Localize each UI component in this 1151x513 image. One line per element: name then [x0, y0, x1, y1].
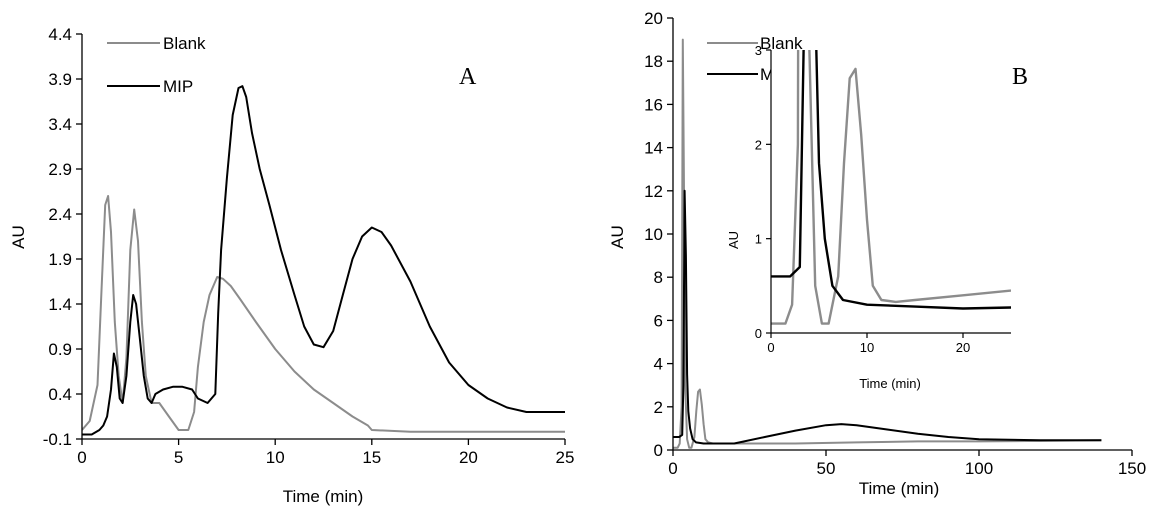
panel-a-y-tick-label: 2.9	[48, 160, 72, 179]
panel-a-y-tick-label: 2.4	[48, 205, 72, 224]
panel-a-legend: Blank MIP	[107, 34, 206, 96]
panel-b-y-tick-label: 14	[644, 139, 663, 158]
panel-b-y-tick-label: 6	[654, 311, 663, 330]
panel-b-y-tick-label: 8	[654, 268, 663, 287]
panel-a-y-tick-label: 0.4	[48, 385, 72, 404]
panel-b-series-line-mip	[673, 189, 1102, 445]
panel-a-x-axis-label: Time (min)	[283, 487, 364, 506]
panel-b-y-tick-label: 20	[644, 9, 663, 28]
inset-y-axis-label: AU	[726, 231, 741, 249]
panel-a-x-tick-label: 5	[174, 448, 183, 467]
panel-b-y-tick-label: 18	[644, 52, 663, 71]
panel-b-y-axis-label: AU	[608, 225, 627, 249]
panel-a-series	[82, 85, 565, 436]
inset-series-line-blank	[771, 50, 1011, 325]
panel-a-y-tick-label: 3.9	[48, 70, 72, 89]
panel-a-x-tick-label: 0	[77, 448, 86, 467]
panel-a-y-tick-label: 1.4	[48, 295, 72, 314]
panel-b-label: B	[1012, 64, 1028, 90]
inset-series	[771, 50, 1011, 325]
panel-b-y-tick-label: 4	[654, 355, 663, 374]
panel-a-axes: -0.1 0.4 0.9 1.4 1.9 2.4 2.9 3.4 3.9 4.4 0 5 10 15 20 2…	[43, 25, 575, 467]
panel-b-x-tick-label: 150	[1118, 459, 1146, 478]
panel-a-series-line-mip	[82, 85, 565, 436]
panel-a-y-tick-label: 0.9	[48, 340, 72, 359]
panel-a-x-tick-label: 20	[459, 448, 478, 467]
inset-y-tick-label: 0	[755, 326, 762, 341]
inset-series-line-mip	[771, 50, 1011, 310]
panel-a-x-tick-label: 15	[362, 448, 381, 467]
panel-a-y-tick-label: -0.1	[43, 430, 72, 449]
panel-a-series-line-blank	[82, 195, 565, 433]
panel-a-y-axis-label: AU	[9, 225, 28, 249]
panel-b-series-line-blank	[673, 38, 1102, 449]
panel-b-x-tick-label: 100	[965, 459, 993, 478]
inset-y-tick-label: 3	[755, 43, 762, 58]
panel-b-y-tick-label: 2	[654, 398, 663, 417]
inset-axes: 0 1 2 3 0 10 20	[755, 43, 1011, 355]
panel-b-x-tick-label: 50	[817, 459, 836, 478]
panel-b-legend-label-blank: Blank	[760, 34, 803, 53]
panel-a-y-tick-label: 3.4	[48, 115, 72, 134]
inset-background	[771, 50, 1011, 333]
panel-a-y-tick-label: 1.9	[48, 250, 72, 269]
chart-panel-a: -0.1 0.4 0.9 1.4 1.9 2.4 2.9 3.4 3.9 4.4 0 5 10 15 20 2…	[9, 25, 574, 506]
inset-x-tick-label: 10	[860, 340, 874, 355]
inset-y-tick-label: 1	[755, 232, 762, 247]
panel-a-legend-label-blank: Blank	[163, 34, 206, 53]
panel-a-x-tick-label: 25	[556, 448, 575, 467]
panel-a-label: A	[459, 64, 477, 90]
panel-b-y-tick-label: 12	[644, 182, 663, 201]
inset-x-tick-label: 0	[767, 340, 774, 355]
panel-b-x-axis-label: Time (min)	[859, 479, 940, 498]
chart-panel-b-inset: 0 1 2 3 0 10 20 AU Time (min)	[726, 43, 1011, 391]
inset-y-tick-label: 2	[755, 137, 762, 152]
panel-a-x-tick-label: 10	[266, 448, 285, 467]
panel-b-series	[673, 38, 1102, 449]
inset-x-axis-label: Time (min)	[859, 376, 921, 391]
panel-b-y-tick-label: 16	[644, 95, 663, 114]
panel-a-y-tick-label: 4.4	[48, 25, 72, 44]
panel-a-legend-label-mip: MIP	[163, 77, 193, 96]
panel-b-x-tick-label: 0	[668, 459, 677, 478]
inset-x-tick-label: 20	[956, 340, 970, 355]
panel-b-y-tick-label: 0	[654, 441, 663, 460]
panel-b-y-tick-label: 10	[644, 225, 663, 244]
